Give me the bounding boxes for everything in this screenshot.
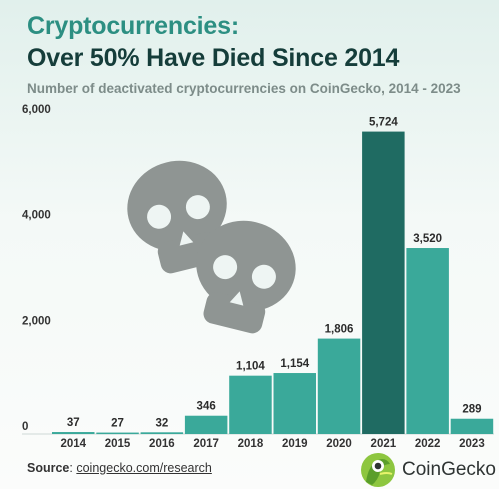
skull-icon [196,220,296,334]
bar [450,418,494,434]
brand-name: CoinGecko [402,459,496,480]
x-tick-label: 2023 [459,438,485,450]
chart-title-line-1: Cryptocurrencies: [27,12,239,40]
bar [406,248,449,434]
x-tick-label: 2016 [149,438,175,450]
bar-value-label: 346 [197,401,216,413]
x-tick-label: 2015 [105,438,131,450]
bar [273,373,316,434]
x-tick-label: 2018 [238,438,264,450]
bar [184,415,228,434]
x-tick-label: 2021 [371,438,397,450]
x-tick-label: 2017 [193,438,219,450]
source-link[interactable]: coingecko.com/research [76,461,212,475]
bar [362,131,405,434]
source-label: Source [27,461,70,475]
bar-value-label: 32 [155,417,168,429]
bar-value-label: 1,806 [325,324,354,336]
chart-title-line-2: Over 50% Have Died Since 2014 [27,44,400,72]
x-axis: 2014 2015 2016 2017 2018 2019 2020 2021 2022 2023 [60,438,484,450]
bar-value-label: 3,520 [413,233,442,245]
bar-value-label: 1,154 [280,358,309,370]
bar [140,432,184,434]
bar [96,432,139,435]
bar [229,375,272,434]
source-note: Source: coingecko.com/research [27,461,212,475]
x-tick-label: 2014 [60,438,86,450]
bar-value-label: 27 [111,418,124,430]
source-separator: : [69,461,73,475]
coingecko-logo-icon [361,453,395,487]
bars: 37 27 32 346 1,104 1,154 1,806 5,724 3,520 289 [52,117,494,435]
bar-value-label: 37 [67,417,80,429]
y-tick-label: 0 [22,421,28,433]
bar-value-label: 1,104 [236,361,265,373]
y-tick-label: 4,000 [22,210,51,222]
bar-value-label: 289 [462,404,481,416]
y-tick-label: 2,000 [22,315,51,327]
bar [317,338,361,434]
brand-logo: CoinGecko [360,452,496,488]
bar-value-label: 5,724 [369,117,398,129]
y-tick-label: 6,000 [22,104,51,116]
x-tick-label: 2020 [326,438,352,450]
bar [52,432,95,434]
x-tick-label: 2019 [282,438,308,450]
chart-subtitle: Number of deactivated cryptocurrencies o… [27,81,461,96]
x-tick-label: 2022 [415,438,441,450]
